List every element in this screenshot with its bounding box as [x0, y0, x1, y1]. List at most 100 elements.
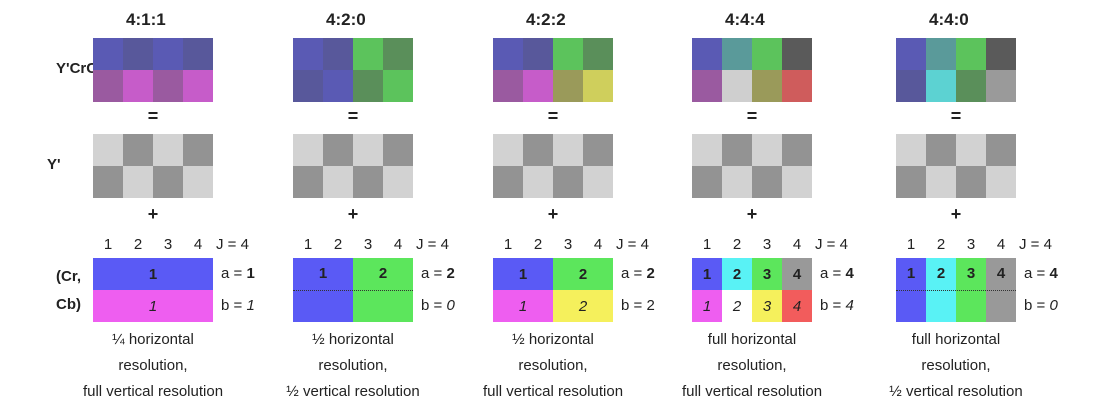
luma-cell [722, 134, 752, 166]
dotted-divider [293, 290, 413, 291]
luma-grid [493, 134, 613, 198]
ycrcb-cell [153, 38, 183, 70]
description-line: resolution, [717, 357, 787, 374]
a-value: 4 [845, 265, 854, 282]
luma-grid [293, 134, 413, 198]
chroma-block-label: 2 [732, 265, 742, 283]
column-number: 2 [333, 236, 343, 253]
a-prefix: a = [1024, 265, 1050, 282]
plus-sign: + [347, 204, 359, 224]
chroma-block: 1 [493, 290, 553, 322]
column-numbers: 1 2 3 4 J = 4 [93, 236, 283, 256]
luma-cell [752, 166, 782, 198]
description-line: resolution, [921, 357, 991, 374]
chroma-block-label: 2 [578, 265, 588, 283]
b-label: b = 0 [1024, 297, 1094, 314]
ycrcb-grid [896, 38, 1016, 102]
ycrcb-cell [493, 70, 523, 102]
chroma-block-label: 2 [378, 265, 388, 282]
ycrcb-cell [383, 38, 413, 70]
chroma-block-label: 3 [762, 265, 772, 283]
ycrcb-cell [93, 70, 123, 102]
luma-cell [692, 166, 722, 198]
b-prefix: b = [221, 297, 247, 314]
column-number: 3 [762, 236, 772, 253]
chroma-block-label: 4 [792, 265, 802, 283]
column-number: 4 [193, 236, 203, 253]
plus-sign: + [746, 204, 758, 224]
row-label-chroma-2: Cb) [56, 296, 81, 313]
a-label: a = 4 [1024, 265, 1094, 282]
resolution-description: ½ horizontal resolution, full vertical res… [463, 327, 643, 405]
j-label: J = 4 [616, 236, 649, 253]
chroma-block-label: 1 [702, 265, 712, 283]
chroma-block: 2 [722, 258, 752, 290]
luma-cell [583, 166, 613, 198]
a-prefix: a = [221, 265, 247, 282]
equals-sign: = [746, 106, 758, 126]
description-line: resolution, [518, 357, 588, 374]
row-label-luma: Y' [47, 156, 61, 173]
ycrcb-cell [323, 38, 353, 70]
b-label: b = 4 [820, 297, 890, 314]
chroma-block: 3 [752, 290, 782, 322]
ycrcb-grid [93, 38, 213, 102]
b-prefix: b = [1024, 297, 1050, 314]
a-label: a = 2 [421, 265, 491, 282]
chroma-block: 4 [782, 258, 812, 290]
ycrcb-cell [722, 38, 752, 70]
chroma-block: 1 [692, 290, 722, 322]
scheme-title: 4:4:4 [725, 10, 765, 29]
j-label: J = 4 [416, 236, 449, 253]
luma-cell [896, 134, 926, 166]
resolution-description: full horizontal resolution, full vertical … [662, 327, 842, 405]
chroma-block-label: 1 [318, 265, 328, 282]
chroma-block: 1 [93, 290, 213, 322]
luma-grid [896, 134, 1016, 198]
chroma-block-label: 3 [762, 297, 772, 315]
chroma-grid: 1 2 3 4 1 2 3 4 [692, 258, 812, 322]
chroma-block: 2 [553, 258, 613, 290]
ycrcb-grid [493, 38, 613, 102]
equals-sign: = [147, 106, 159, 126]
ycrcb-cell [183, 70, 213, 102]
luma-cell [523, 134, 553, 166]
scheme-title: 4:2:0 [326, 10, 366, 29]
column-numbers: 1 2 3 4 J = 4 [896, 236, 1086, 256]
ycrcb-cell [293, 38, 323, 70]
b-value: 0 [1049, 297, 1058, 314]
column-number: 2 [133, 236, 143, 253]
luma-cell [323, 166, 353, 198]
chroma-block: 1 [692, 258, 722, 290]
luma-cell [493, 166, 523, 198]
ycrcb-cell [183, 38, 213, 70]
a-value: 4 [1049, 265, 1058, 282]
a-prefix: a = [820, 265, 846, 282]
description-line: ½ vertical resolution [889, 383, 1023, 400]
description-line: resolution, [118, 357, 188, 374]
luma-cell [956, 166, 986, 198]
j-label: J = 4 [815, 236, 848, 253]
ycrcb-cell [293, 70, 323, 102]
ycrcb-cell [986, 70, 1016, 102]
equals-sign: = [547, 106, 559, 126]
ycrcb-cell [93, 38, 123, 70]
luma-cell [493, 134, 523, 166]
column-number: 1 [103, 236, 113, 253]
ycrcb-cell [956, 70, 986, 102]
description-line: full vertical resolution [482, 383, 624, 400]
b-prefix: b = [621, 297, 647, 314]
ycrcb-cell [896, 70, 926, 102]
chroma-block-label: 2 [578, 297, 588, 315]
luma-cell [782, 166, 812, 198]
a-prefix: a = [621, 265, 647, 282]
ycrcb-cell [353, 70, 383, 102]
equals-sign: = [347, 106, 359, 126]
a-prefix: a = [421, 265, 447, 282]
description-line: ½ horizontal [312, 331, 394, 348]
ycrcb-cell [583, 38, 613, 70]
luma-cell [93, 166, 123, 198]
b-value: 4 [845, 297, 854, 314]
